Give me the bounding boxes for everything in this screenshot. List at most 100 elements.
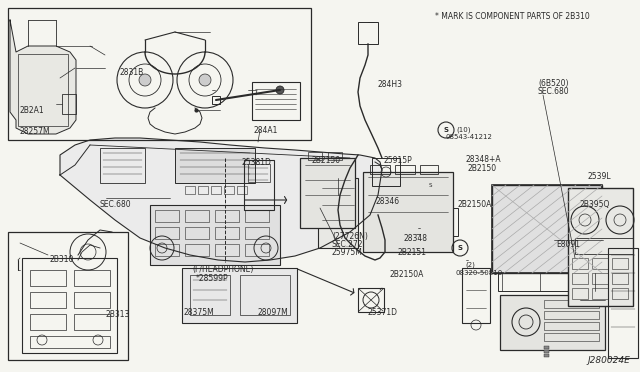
Text: 2B310: 2B310: [50, 255, 74, 264]
Bar: [370, 165, 390, 174]
Bar: [412, 210, 420, 226]
Bar: [237, 186, 247, 194]
Text: 2B2A1: 2B2A1: [20, 106, 45, 115]
Bar: [308, 152, 322, 160]
Text: 08543-41212: 08543-41212: [446, 134, 493, 140]
Text: 2B2151: 2B2151: [398, 248, 427, 257]
Bar: [150, 205, 280, 265]
Text: 28346: 28346: [375, 197, 399, 206]
Bar: [30, 292, 66, 308]
Bar: [363, 172, 453, 252]
Bar: [212, 96, 220, 104]
Bar: [215, 210, 239, 222]
Polygon shape: [10, 20, 76, 134]
Bar: [30, 314, 66, 330]
Bar: [224, 186, 234, 194]
Text: 2B2150: 2B2150: [468, 164, 497, 173]
Text: 28375M: 28375M: [184, 308, 215, 317]
Bar: [185, 210, 209, 222]
Bar: [30, 336, 110, 348]
Text: 284H3: 284H3: [378, 80, 403, 89]
Bar: [318, 178, 358, 248]
Bar: [252, 82, 300, 120]
Bar: [18, 54, 68, 126]
Text: 25975M: 25975M: [332, 248, 363, 257]
Bar: [592, 273, 608, 284]
Bar: [30, 270, 66, 286]
Text: *28599P: *28599P: [196, 274, 228, 283]
Bar: [420, 165, 438, 174]
Bar: [544, 311, 599, 319]
Bar: [245, 210, 269, 222]
Circle shape: [276, 86, 284, 94]
Bar: [74, 292, 110, 308]
Bar: [492, 185, 602, 273]
Text: SEC.680: SEC.680: [100, 200, 132, 209]
Bar: [300, 158, 355, 228]
Circle shape: [199, 74, 211, 86]
Bar: [325, 172, 353, 180]
Bar: [436, 208, 458, 236]
Bar: [198, 186, 208, 194]
Bar: [492, 185, 602, 273]
Text: SEC.272: SEC.272: [332, 240, 364, 249]
Text: S: S: [428, 183, 432, 187]
Bar: [240, 275, 290, 315]
Bar: [462, 268, 490, 323]
Text: 28348+A: 28348+A: [466, 155, 502, 164]
Bar: [430, 216, 438, 228]
Bar: [575, 238, 633, 254]
Bar: [608, 248, 638, 358]
Bar: [544, 333, 599, 341]
Text: (2): (2): [465, 262, 475, 269]
Text: 2B395Q: 2B395Q: [580, 200, 611, 209]
Bar: [328, 152, 342, 160]
Bar: [412, 235, 420, 247]
Bar: [8, 8, 311, 140]
Bar: [211, 186, 221, 194]
Text: S: S: [444, 127, 449, 133]
Bar: [155, 227, 179, 239]
Text: 28097M: 28097M: [257, 308, 288, 317]
Text: 2B313: 2B313: [105, 310, 129, 319]
Bar: [612, 273, 628, 284]
Bar: [544, 350, 549, 353]
Bar: [8, 232, 128, 360]
Bar: [358, 22, 378, 44]
Bar: [100, 148, 145, 183]
Bar: [358, 288, 384, 312]
Bar: [248, 164, 270, 182]
Bar: [182, 268, 297, 323]
Text: 2B2150A: 2B2150A: [390, 270, 424, 279]
Bar: [544, 346, 549, 349]
Text: 25381D: 25381D: [241, 158, 271, 167]
Text: * MARK IS COMPONENT PARTS OF 2B310: * MARK IS COMPONENT PARTS OF 2B310: [435, 12, 589, 21]
Text: S: S: [458, 245, 463, 251]
Bar: [185, 244, 209, 256]
Bar: [592, 288, 608, 299]
Text: 2539L: 2539L: [587, 172, 611, 181]
Text: 2B2150: 2B2150: [312, 156, 341, 165]
Text: 2B2150A: 2B2150A: [458, 200, 492, 209]
Text: (F/HEADPHONE): (F/HEADPHONE): [192, 265, 253, 274]
Bar: [62, 94, 76, 114]
Bar: [612, 288, 628, 299]
Text: 2831B: 2831B: [120, 68, 144, 77]
Bar: [155, 210, 179, 222]
Text: 28348: 28348: [404, 234, 428, 243]
Text: 28257M: 28257M: [20, 127, 51, 136]
Text: 284A1: 284A1: [253, 126, 277, 135]
Bar: [74, 314, 110, 330]
Bar: [395, 165, 415, 174]
Bar: [245, 227, 269, 239]
Text: (6B520): (6B520): [538, 79, 568, 88]
Bar: [544, 300, 599, 308]
Circle shape: [139, 74, 151, 86]
Text: (27726N): (27726N): [332, 232, 368, 241]
Bar: [498, 273, 598, 291]
Bar: [544, 322, 599, 330]
Bar: [215, 244, 239, 256]
Bar: [572, 258, 588, 269]
Text: J280024E: J280024E: [587, 356, 630, 365]
Text: 08320-50810: 08320-50810: [456, 270, 503, 276]
